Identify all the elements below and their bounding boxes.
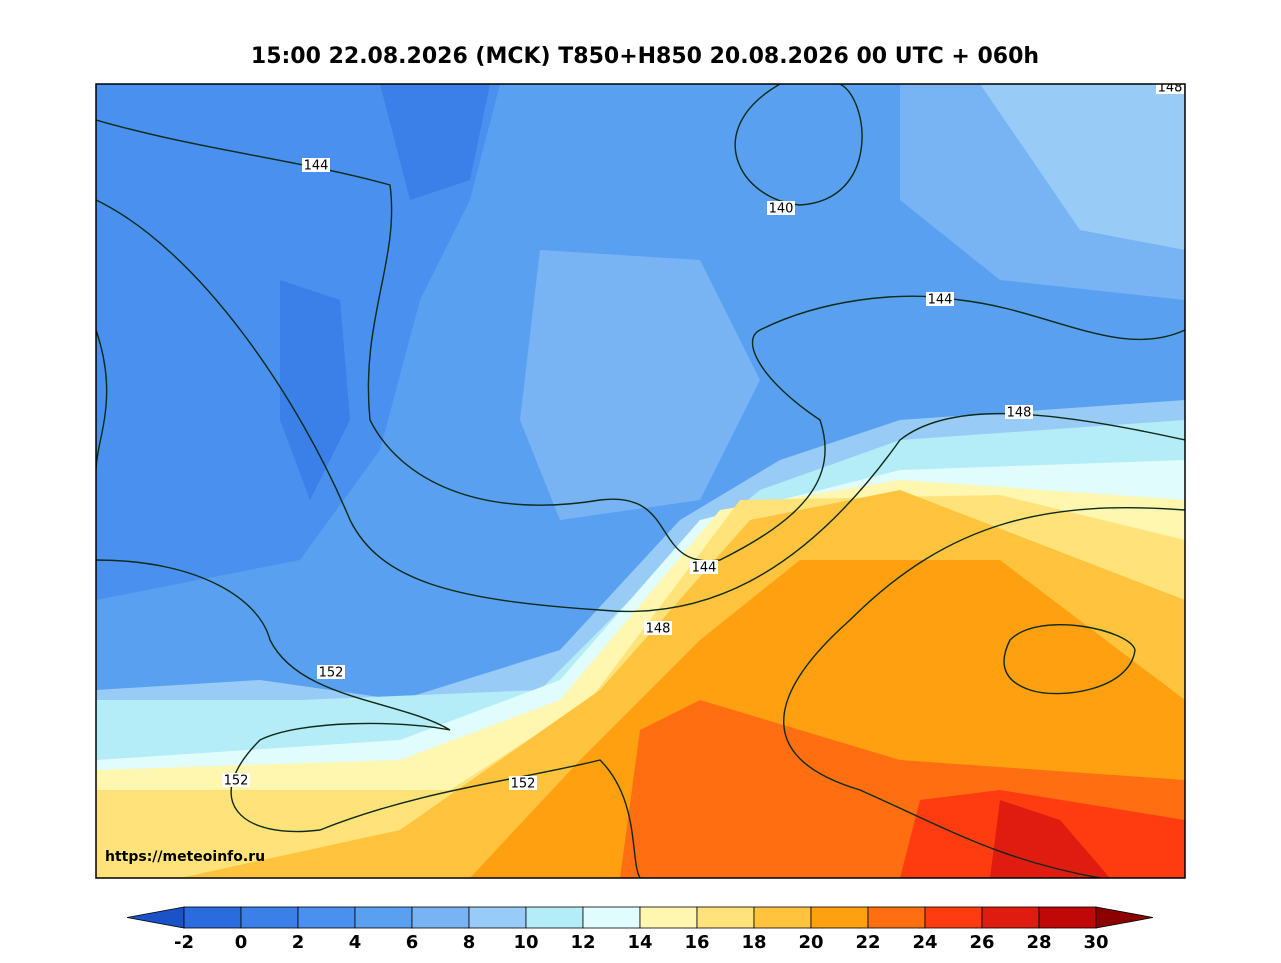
contour-line — [783, 506, 1185, 878]
contour-label: 144 — [692, 561, 717, 576]
contour-label: 148 — [646, 622, 671, 637]
colorbar-tick-label: 28 — [1026, 932, 1051, 953]
contour-label: 144 — [928, 293, 953, 308]
colorbar-tick-label: 8 — [463, 932, 476, 953]
temperature-zone — [280, 280, 350, 500]
contour-line — [734, 84, 863, 206]
temperature-field — [96, 84, 1185, 878]
contour-label-bg — [317, 665, 345, 679]
contour-line — [96, 329, 108, 471]
contour-label: 152 — [511, 777, 536, 792]
colorbar-segment — [1038, 906, 1097, 929]
contour-label-bg — [926, 292, 954, 306]
colorbar-segment — [183, 906, 242, 929]
contour-label: 140 — [769, 202, 794, 217]
colorbar-segment — [696, 906, 755, 929]
watermark: https://meteoinfo.ru — [105, 849, 265, 865]
colorbar-segment — [468, 906, 527, 929]
colorbar-segment — [582, 906, 641, 929]
colorbar-segment — [525, 906, 584, 929]
contour-label: 148 — [1158, 81, 1183, 96]
colorbar-segment — [810, 906, 869, 929]
colorbar-tick-label: 12 — [570, 932, 595, 953]
contour-line — [96, 119, 1185, 562]
contour-line — [96, 559, 641, 878]
colorbar-tick-label: 26 — [969, 932, 994, 953]
colorbar-extend-high — [1095, 906, 1154, 929]
colorbar-tick-label: 30 — [1083, 932, 1108, 953]
contour-label-bg — [690, 560, 718, 574]
map-title: 15:00 22.08.2026 (MCK) T850+H850 20.08.2… — [251, 44, 1039, 69]
colorbar-segment — [639, 906, 698, 929]
contour-line — [1003, 624, 1136, 695]
map-frame — [95, 83, 1186, 879]
contour-label: 144 — [304, 159, 329, 174]
height-contours: 144 140 144 148 144 148 152 152 152 148 — [96, 81, 1185, 878]
contour-label-bg — [1005, 405, 1033, 419]
colorbar-tick-label: 10 — [513, 932, 538, 953]
colorbar-segment — [354, 906, 413, 929]
contour-label-bg — [302, 158, 330, 172]
colorbar-tick-label: 20 — [798, 932, 823, 953]
colorbar-segment — [924, 906, 983, 929]
colorbar-tick-label: 24 — [912, 932, 937, 953]
contour-label-bg — [222, 773, 250, 787]
temperature-zone — [980, 84, 1185, 250]
contour-label-bg — [509, 776, 537, 790]
contour-label: 148 — [1007, 406, 1032, 421]
temperature-zone — [380, 84, 490, 200]
colorbar-segment — [411, 906, 470, 929]
contour-label: 152 — [319, 666, 344, 681]
colorbar-tick-label: 0 — [235, 932, 248, 953]
contour-label: 152 — [224, 774, 249, 789]
colorbar-segment — [867, 906, 926, 929]
contour-label-bg — [644, 621, 672, 635]
colorbar-tick-label: 6 — [406, 932, 419, 953]
colorbar: -2 0 2 4 6 8 10 12 14 16 18 20 22 24 26 28 30 — [126, 906, 1154, 953]
colorbar-extend-low — [126, 906, 185, 929]
colorbar-tick-label: 16 — [684, 932, 709, 953]
colorbar-segment — [981, 906, 1040, 929]
contour-label-bg — [1156, 84, 1184, 94]
colorbar-tick-label: 2 — [292, 932, 305, 953]
colorbar-tick-label: 22 — [855, 932, 880, 953]
colorbar-tick-label: 14 — [627, 932, 652, 953]
contour-line — [96, 199, 1185, 613]
colorbar-tick-label: 4 — [349, 932, 362, 953]
colorbar-segment — [240, 906, 299, 929]
colorbar-segment — [753, 906, 812, 929]
temperature-zone — [520, 250, 760, 520]
colorbar-tick-label: 18 — [741, 932, 766, 953]
contour-label-bg — [767, 201, 795, 215]
colorbar-segment — [297, 906, 356, 929]
colorbar-tick-label: -2 — [174, 932, 194, 953]
